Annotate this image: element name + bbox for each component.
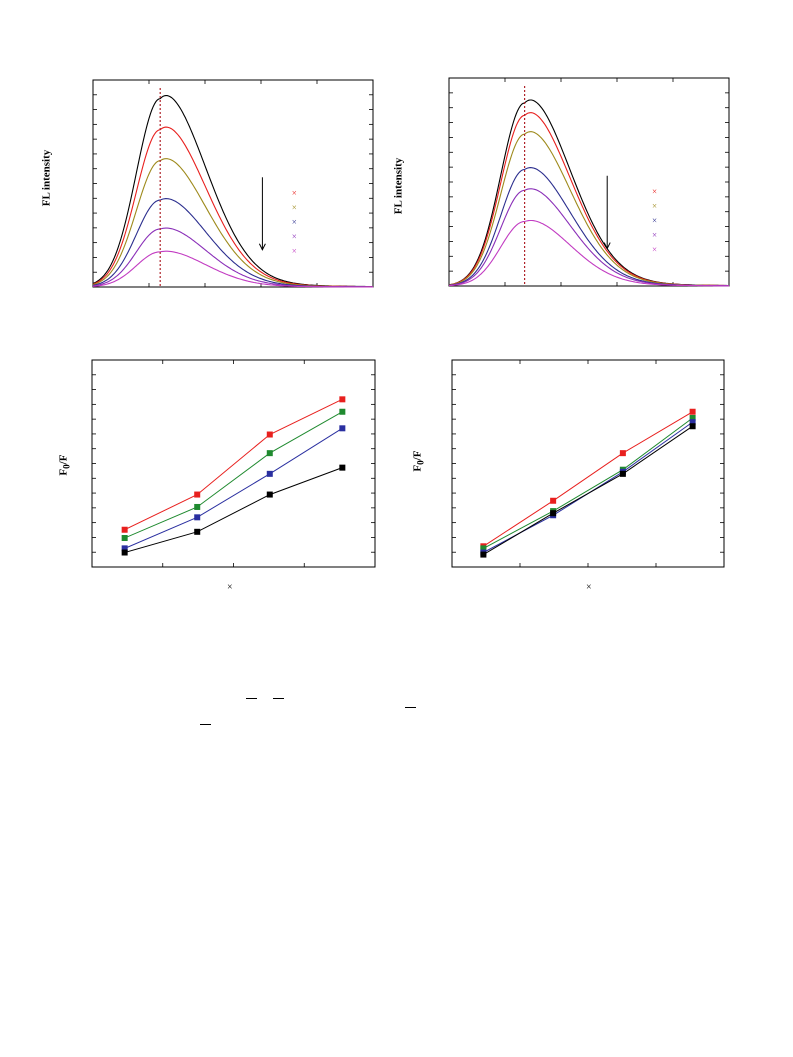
plot-frame (451, 359, 725, 568)
caption-marks (200, 698, 420, 738)
data-point (194, 514, 201, 521)
data-point (194, 503, 201, 510)
data-point (480, 551, 487, 558)
data-point (689, 423, 696, 430)
spectrum-series-2 (448, 112, 729, 287)
legend-marker: × (652, 186, 657, 196)
ratio-series-1 (483, 411, 693, 547)
data-point (689, 419, 696, 426)
legend-marker: × (292, 246, 297, 256)
ratio-series-2 (124, 411, 343, 539)
legend-marker: × (292, 188, 297, 198)
spectrum-series-4 (92, 198, 373, 288)
ratio-series-3 (124, 427, 343, 549)
data-point (339, 425, 346, 432)
ratio-series-2 (483, 417, 693, 549)
data-point (689, 408, 696, 415)
data-point (619, 450, 626, 457)
quench-arrow-head (258, 243, 266, 251)
spectra-chart-a: × × × × × (92, 79, 374, 288)
legend-marker: × (652, 230, 657, 240)
quench-arrow-head (603, 242, 611, 250)
ratio-series-4 (483, 425, 693, 556)
spectra-chart-b: × × × × × (448, 77, 730, 287)
data-point (121, 526, 128, 533)
x-axis-label: × (586, 582, 592, 593)
data-point (480, 545, 487, 552)
plot-frame (92, 79, 374, 288)
data-point (121, 535, 128, 542)
overbar-mark (405, 707, 416, 709)
ratio-series-1 (124, 398, 343, 531)
data-point (689, 414, 696, 421)
overbar-mark (246, 698, 257, 700)
spectrum-series-5 (448, 188, 729, 287)
spectrum-series-6 (92, 250, 373, 288)
ratio-chart-c (91, 359, 376, 568)
data-point (194, 491, 201, 498)
data-point (339, 464, 346, 471)
chart-panel-a: FL intensity × × × × × (30, 70, 380, 300)
data-point (121, 545, 128, 552)
legend-marker: × (292, 217, 297, 227)
legend-marker: × (652, 216, 657, 226)
spectrum-series-1 (92, 95, 373, 288)
plot-frame (448, 77, 730, 287)
data-point (121, 549, 128, 556)
data-point (266, 470, 273, 477)
legend-marker: × (652, 201, 657, 211)
chart-panel-d: F0/F × (400, 350, 740, 600)
data-point (339, 408, 346, 415)
chart-panel-c: F0/F × (40, 350, 380, 600)
data-point (550, 497, 557, 504)
data-point (194, 528, 201, 535)
data-point (619, 470, 626, 477)
spectrum-series-2 (92, 126, 373, 288)
overbar-mark (273, 698, 284, 700)
plot-frame (91, 359, 376, 568)
ratio-chart-d (451, 359, 725, 568)
data-point (339, 396, 346, 403)
legend-marker: × (292, 231, 297, 241)
data-point (550, 510, 557, 517)
spectrum-series-6 (448, 219, 729, 287)
data-point (266, 491, 273, 498)
legend-marker: × (652, 245, 657, 255)
data-point (266, 450, 273, 457)
data-point (266, 431, 273, 438)
spectrum-series-1 (448, 99, 729, 287)
legend-marker: × (292, 202, 297, 212)
chart-panel-b: FL intensity × × × × × (390, 70, 740, 300)
ratio-series-4 (124, 467, 343, 553)
overbar-mark (200, 724, 211, 726)
x-axis-label: × (227, 582, 233, 593)
